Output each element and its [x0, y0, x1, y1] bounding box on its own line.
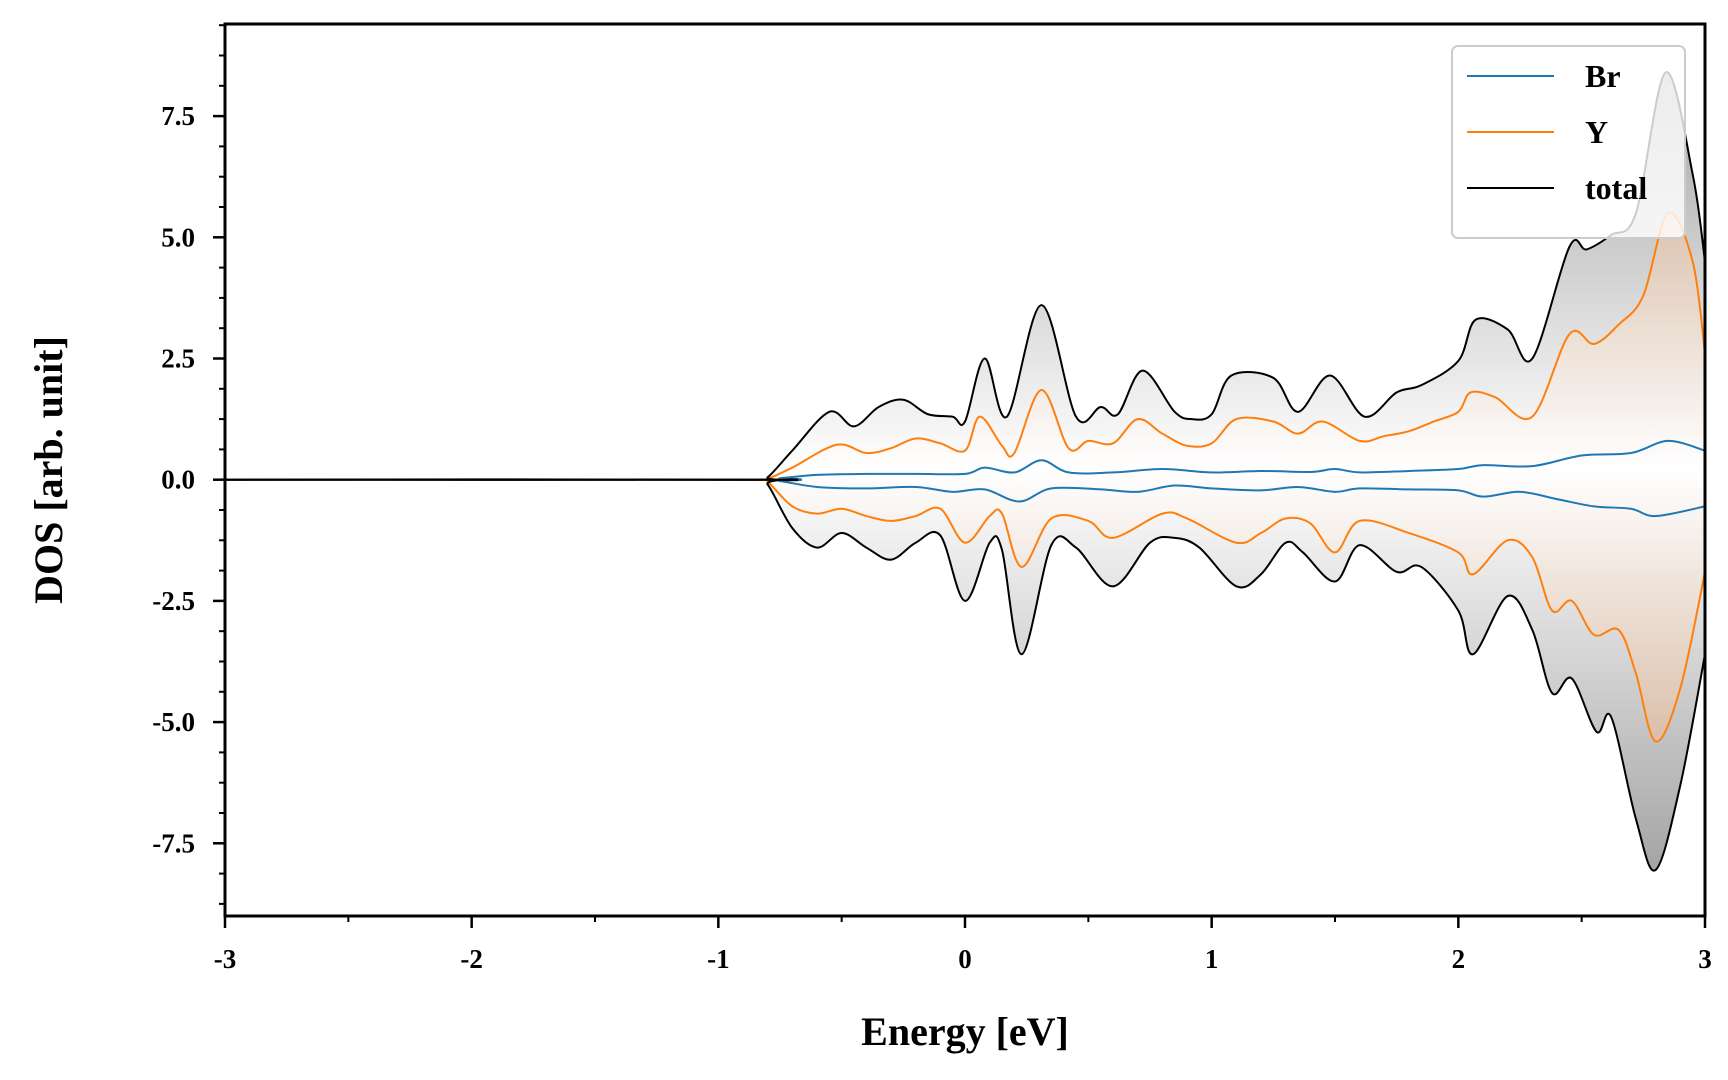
legend-box [1451, 45, 1686, 239]
total-line-up [225, 71, 1705, 482]
x-axis-title: Energy [eV] [861, 1009, 1069, 1054]
x-tick-label: 1 [1205, 944, 1219, 974]
x-tick-label: -1 [707, 944, 730, 974]
y-fill-up [225, 212, 1705, 480]
y-tick-label: -7.5 [152, 828, 195, 858]
br-line-down [225, 478, 1705, 518]
y-tick-label: -2.5 [152, 586, 195, 616]
y-line-up [225, 211, 1705, 481]
legend-label-y: Y [1585, 114, 1608, 150]
legend-label-total: total [1585, 170, 1647, 206]
y-tick-label: -5.0 [152, 707, 195, 737]
y-tick-label: 5.0 [161, 222, 195, 252]
br-line-up [225, 439, 1705, 481]
x-tick-label: -2 [460, 944, 483, 974]
y-axis-title: DOS [arb. unit] [26, 336, 71, 604]
legend-label-br: Br [1585, 58, 1621, 94]
line-layer [225, 71, 1705, 872]
total-fill-down [225, 479, 1705, 871]
y-fill-down [225, 479, 1705, 742]
y-tick-label: 0.0 [161, 465, 195, 495]
x-tick-label: 0 [958, 944, 972, 974]
x-tick-label: 2 [1452, 944, 1466, 974]
y-tick-label: 2.5 [161, 344, 195, 374]
x-tick-label: 3 [1698, 944, 1712, 974]
y-line-down [225, 478, 1705, 743]
axes: -3 -2 -1 0 1 2 3 -7.5 -5.0 -2.5 0.0 2.5 5.0 7.5 [152, 22, 1712, 974]
x-tick-label: -3 [214, 944, 237, 974]
y-tick-label: 7.5 [161, 101, 195, 131]
total-line-down [225, 478, 1705, 872]
